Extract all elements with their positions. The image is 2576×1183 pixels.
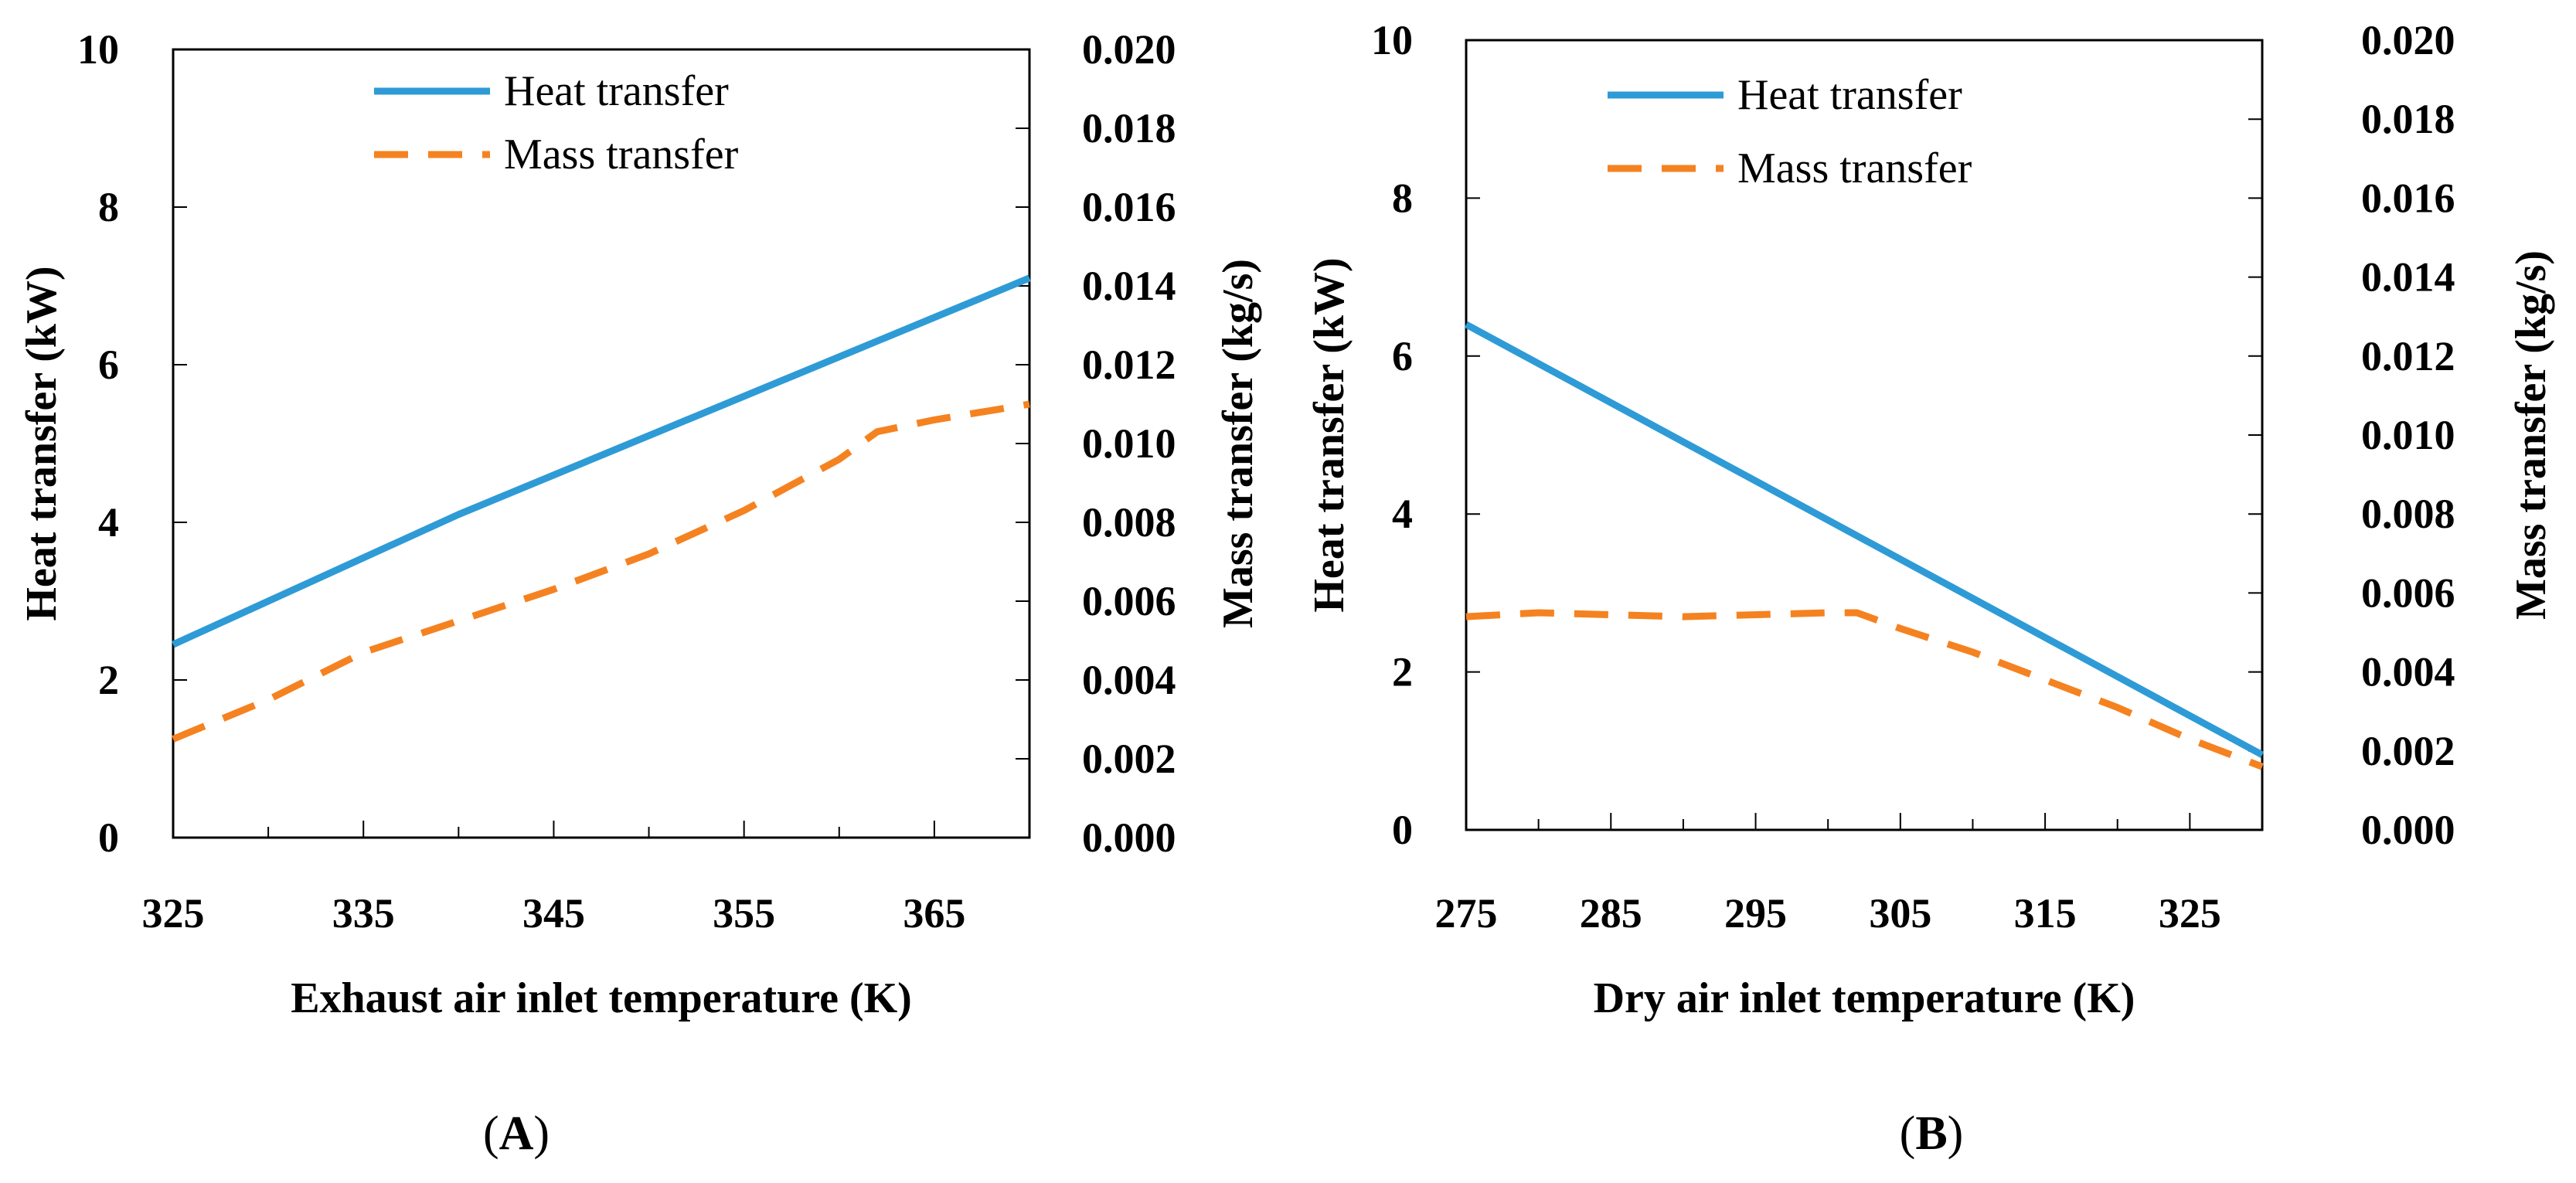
panel-a-y-right-tick-label: 0.002 <box>1082 736 1176 782</box>
panel-a-x-tick-label: 345 <box>522 890 585 937</box>
panel-a-y-left-tick-label: 8 <box>98 184 119 230</box>
panel-b-y-left-tick-label: 8 <box>1392 175 1413 221</box>
panel-a-y-left-tick-label: 6 <box>98 342 119 388</box>
panel-a-y-right-tick-label: 0.000 <box>1082 814 1176 861</box>
panel-a-y-right-tick-label: 0.014 <box>1082 263 1176 309</box>
panel-b-y-left-tick-label: 4 <box>1392 491 1413 537</box>
panel-a-y-right-tick-label: 0.008 <box>1082 499 1176 546</box>
panel-b-y-right-tick-label: 0.016 <box>2361 175 2455 221</box>
panel-b-y-left-tick-label: 10 <box>1371 17 1413 63</box>
panel-a-x-tick-label: 325 <box>142 890 205 937</box>
panel-a-series-heat-transfer-line <box>172 274 1031 648</box>
panel-b-legend-label-mass: Mass transfer <box>1737 144 1972 192</box>
panel-b-x-tick-label: 285 <box>1580 890 1642 937</box>
panel-a-y-left-tick-label: 0 <box>98 814 119 861</box>
panel-a-y-right-tick-label: 0.020 <box>1082 26 1176 73</box>
panel-b-x-tick-label: 305 <box>1869 890 1931 937</box>
panel-a-x-axis-title: Exhaust air inlet temperature (K) <box>291 974 912 1022</box>
panel-b-y-right-tick-label: 0.014 <box>2361 254 2455 301</box>
panel-a-y-right-tick-label: 0.018 <box>1082 105 1176 151</box>
panel-b-y-right-tick-label: 0.020 <box>2361 17 2455 63</box>
panel-a-series-mass-transfer-line <box>172 400 1030 743</box>
panel-b-x-axis-title: Dry air inlet temperature (K) <box>1594 974 2135 1022</box>
panel-a-y-right-tick-label: 0.004 <box>1082 657 1176 703</box>
panel-b-y-right-tick-label: 0.006 <box>2361 569 2455 616</box>
panel-a-y-right-tick-label: 0.010 <box>1082 420 1176 467</box>
panel-b-y-left-tick-label: 2 <box>1392 649 1413 695</box>
panel-a-y-left-tick-label: 10 <box>77 26 119 73</box>
panel-b-y-right-axis-title: Mass transfer (kg/s) <box>2507 250 2555 620</box>
panel-b-label: (B) <box>1900 1107 1964 1160</box>
panel-b-legend-label-heat: Heat transfer <box>1737 71 1962 119</box>
panel-a-label: (A) <box>483 1107 550 1160</box>
panel-b-y-right-tick-label: 0.012 <box>2361 333 2455 379</box>
panel-b-y-left-tick-label: 6 <box>1392 333 1413 379</box>
panel-a-y-right-axis-title: Mass transfer (kg/s) <box>1214 259 1262 628</box>
panel-b-y-left-tick-label: 0 <box>1392 807 1413 853</box>
panel-a-y-left-tick-label: 2 <box>98 657 119 703</box>
panel-a-legend-label-heat: Heat transfer <box>504 67 729 115</box>
panel-b: 275 285 295 305 315 325 0 2 4 6 8 10 0.000 0.002 0.004… <box>1305 17 2555 1022</box>
panel-b-x-tick-label: 315 <box>2014 890 2077 937</box>
panel-a-y-left-tick-label: 4 <box>98 499 119 546</box>
panel-b-y-right-tick-label: 0.018 <box>2361 96 2455 142</box>
panel-a-legend-label-mass: Mass transfer <box>504 131 739 178</box>
panel-b-series-mass-transfer-line <box>1465 609 2264 770</box>
panel-b-y-right-tick-label: 0.010 <box>2361 412 2455 458</box>
panel-a-x-tick-label: 365 <box>903 890 965 937</box>
panel-b-y-left-axis-title: Heat transfer (kW) <box>1305 257 1353 612</box>
panel-b-y-right-tick-label: 0.002 <box>2361 728 2455 774</box>
panel-a-y-right-tick-label: 0.006 <box>1082 578 1176 624</box>
panel-a-y-left-axis-title: Heat transfer (kW) <box>18 266 66 620</box>
panel-b-y-right-tick-label: 0.000 <box>2361 807 2455 853</box>
panel-b-x-tick-label: 295 <box>1724 890 1787 937</box>
panel-a-x-tick-label: 355 <box>713 890 775 937</box>
panel-a-y-right-tick-label: 0.016 <box>1082 184 1176 230</box>
panel-a-x-tick-label: 335 <box>332 890 395 937</box>
panel-b-series-heat-transfer-line <box>1464 321 2265 758</box>
panel-a-y-right-tick-label: 0.012 <box>1082 342 1176 388</box>
panel-b-x-tick-label: 325 <box>2159 890 2221 937</box>
panel-a: 325 335 345 355 365 0 2 4 6 8 10 0.000 0.002 0.004 0.0… <box>18 26 1262 1022</box>
panel-b-y-right-tick-label: 0.008 <box>2361 491 2455 537</box>
panel-b-x-tick-label: 275 <box>1435 890 1498 937</box>
panel-b-y-right-tick-label: 0.004 <box>2361 649 2455 695</box>
